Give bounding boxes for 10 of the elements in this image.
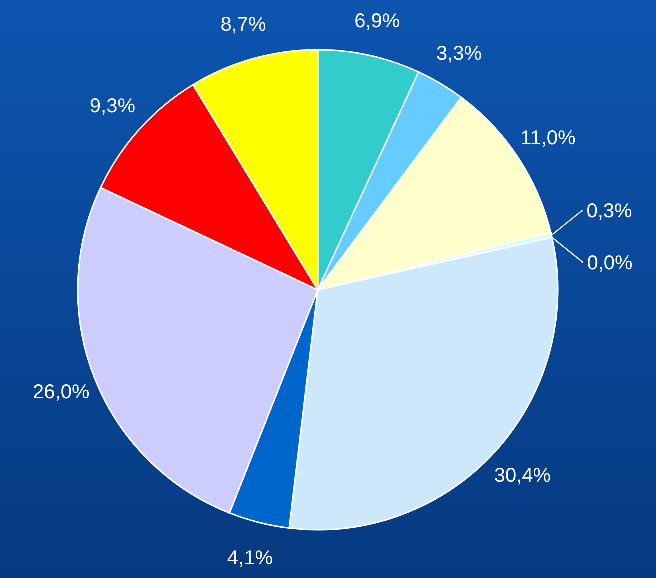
data-label: 26,0% xyxy=(33,382,90,404)
data-label: 4,1% xyxy=(227,548,274,570)
data-label: 0,3% xyxy=(586,200,633,222)
data-label: 3,3% xyxy=(436,42,482,65)
data-label: 8,7% xyxy=(220,14,267,36)
data-label: 6,9% xyxy=(354,10,400,32)
text: 0,0% xyxy=(587,252,633,275)
data-label: 9,3% xyxy=(90,96,136,118)
data-label: 11,0% xyxy=(520,128,576,150)
data-label: 30,4% xyxy=(494,465,552,488)
